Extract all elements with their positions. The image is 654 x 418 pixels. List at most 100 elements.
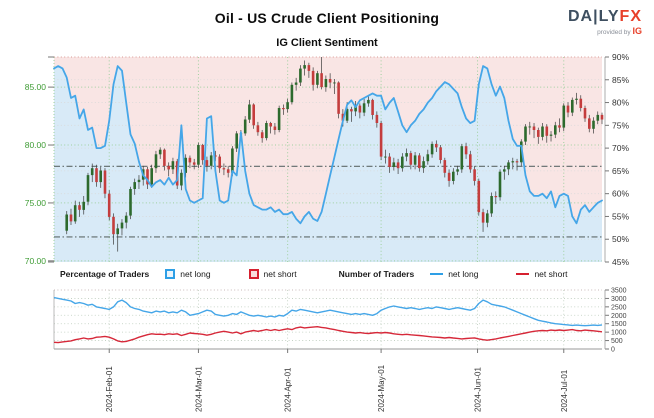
price-axis-label: 75.00 — [25, 198, 47, 208]
price-axis-label: 80.00 — [25, 140, 47, 150]
percent-axis-label: 85% — [612, 75, 629, 85]
candle-body — [588, 118, 591, 129]
candle-body — [435, 143, 438, 148]
candle-body — [371, 99, 374, 115]
candle-body — [303, 65, 306, 69]
count-axis-label: 1500 — [611, 321, 627, 328]
candle-body — [443, 160, 447, 173]
count-axis-label: 3500 — [611, 288, 627, 295]
date-axis-label: 2024-May-01 — [377, 364, 386, 412]
candle-body — [158, 149, 162, 155]
candle-body — [78, 205, 81, 210]
legend-percentage-title: Percentage of Traders — [60, 269, 150, 279]
candle-body — [401, 156, 404, 169]
candle-body — [430, 143, 434, 155]
candle-body — [197, 145, 200, 165]
percent-axis-label: 75% — [612, 120, 629, 130]
candle-body — [566, 105, 570, 113]
logo-ig-text: IG — [632, 26, 642, 36]
candle-body — [99, 170, 102, 183]
candle-body — [226, 169, 230, 173]
candle-body — [218, 156, 221, 169]
candle-body — [388, 156, 391, 167]
date-axis-label: 2024-Jul-01 — [560, 369, 569, 412]
legend-number-title: Number of Traders — [338, 269, 415, 279]
net-long-area-fill — [54, 66, 602, 262]
candle-body — [150, 168, 153, 185]
candle-body — [354, 105, 357, 112]
candle-body — [545, 126, 549, 136]
percent-axis-label: 90% — [612, 52, 629, 62]
candle-body — [452, 171, 455, 181]
candle-body — [367, 99, 370, 104]
candle-body — [537, 130, 540, 137]
candle-body — [350, 109, 353, 112]
net-short-line-swatch — [516, 273, 530, 275]
net-long-line-swatch — [430, 273, 444, 275]
legend-num-net-long-label: net long — [448, 269, 479, 279]
candle-body — [503, 169, 506, 172]
candle-body — [243, 119, 247, 134]
candle-body — [205, 160, 209, 166]
candle-body — [112, 216, 115, 235]
candle-body — [554, 125, 557, 135]
candle-body — [515, 161, 519, 163]
chart-subtitle: IG Client Sentiment — [276, 37, 378, 49]
date-axis-label: 2024-Apr-01 — [284, 367, 293, 412]
candle-body — [299, 68, 302, 83]
candle-body — [222, 168, 226, 170]
percent-axis-label: 55% — [612, 211, 629, 221]
candle-body — [209, 155, 213, 166]
candle-body — [405, 153, 408, 157]
candle-body — [248, 104, 251, 120]
candle-body — [294, 82, 298, 85]
candle-body — [345, 109, 349, 121]
candle-body — [107, 193, 111, 217]
candle-body — [511, 161, 515, 163]
candle-body — [379, 123, 383, 157]
candle-body — [124, 215, 128, 223]
candle-body — [180, 172, 183, 186]
candle-body — [192, 162, 196, 165]
candle-body — [583, 108, 587, 119]
candle-body — [154, 154, 158, 169]
candle-body — [579, 98, 583, 108]
candle-body — [273, 126, 277, 130]
candle-body — [418, 155, 421, 169]
candle-body — [286, 102, 289, 110]
candle-body — [337, 82, 340, 114]
candle-body — [600, 114, 604, 120]
net-long-pct-line — [53, 65, 603, 225]
page-title: Oil - US Crude Client Positioning — [214, 10, 440, 26]
percent-axis-label: 45% — [612, 257, 629, 267]
candle-body — [439, 147, 442, 160]
candle-body — [486, 213, 489, 223]
percent-axis-label: 65% — [612, 166, 629, 176]
candle-body — [464, 146, 468, 155]
candle-body — [477, 180, 481, 213]
net-long-square-swatch — [165, 269, 176, 279]
candle-body — [460, 146, 464, 170]
candle-body — [252, 104, 255, 126]
candle-body — [541, 126, 544, 137]
candle-body — [73, 205, 77, 222]
candle-body — [260, 132, 264, 139]
candle-body — [426, 154, 430, 162]
candle-body — [409, 153, 413, 165]
candle-body — [328, 79, 332, 83]
candle-body — [490, 196, 493, 214]
candle-body — [163, 149, 166, 166]
net-long-count-line — [53, 296, 603, 327]
candle-body — [558, 125, 561, 128]
candle-body — [358, 105, 362, 113]
date-axis-label: 2024-Mar-01 — [194, 366, 203, 412]
legend-num-net-short-label: net short — [534, 269, 568, 279]
candle-body — [265, 123, 268, 139]
candle-body — [549, 134, 553, 136]
price-axis-label: 70.00 — [25, 256, 47, 266]
candle-body — [494, 196, 498, 198]
legend-pct-net-short-label: net short — [263, 269, 297, 279]
candle-body — [282, 108, 285, 110]
count-axis-label: 3000 — [611, 296, 627, 303]
